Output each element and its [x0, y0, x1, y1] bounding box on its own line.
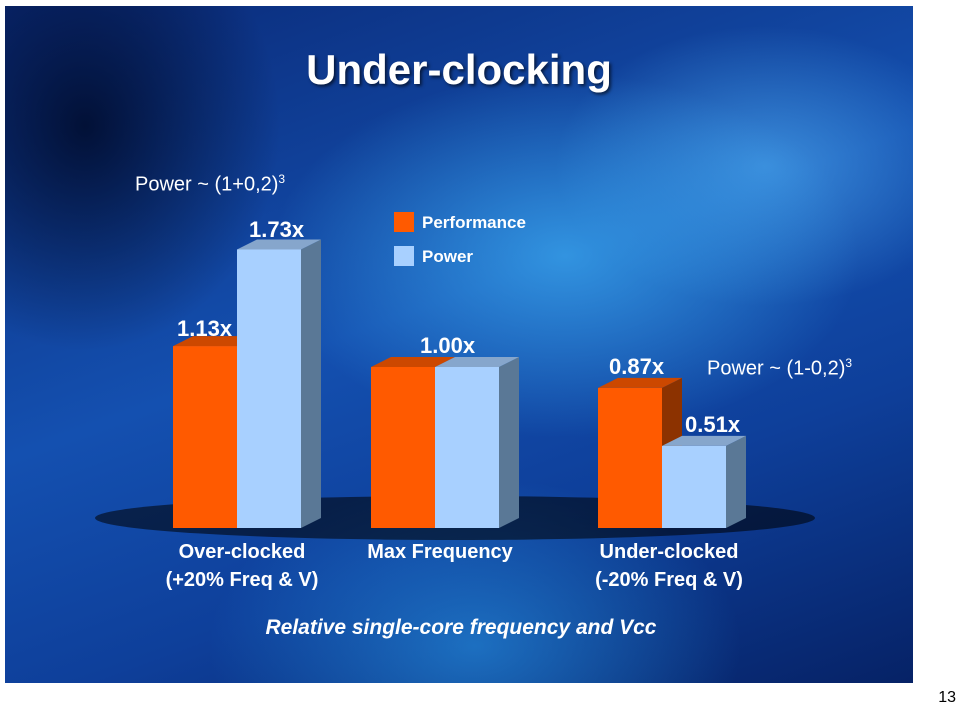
value-label: 0.51x: [685, 412, 741, 437]
bar-side-power-2: [726, 435, 746, 528]
bar-top-performance-0: [173, 336, 257, 347]
category-label: Max Frequency: [367, 541, 513, 563]
category-label: Over-clocked: [179, 541, 306, 563]
bar-top-power-2: [662, 435, 746, 446]
category-label: Under-clocked: [600, 541, 739, 563]
category-label: (-20% Freq & V): [595, 569, 743, 591]
legend-swatch-power: [394, 246, 414, 266]
slide-title: Under-clocking: [306, 46, 612, 93]
legend-swatch-performance: [394, 212, 414, 232]
formula-overclocked-text: Power ~ (1+0,2): [135, 173, 279, 196]
formula-underclocked-exponent: 3: [845, 356, 853, 370]
bar-top-power-1: [435, 357, 519, 367]
value-label: 1.73x: [249, 217, 305, 242]
bar-performance-0: [173, 346, 237, 528]
slide: Under-clocking Power ~ (1+0,2)3 Power ~ …: [5, 6, 913, 683]
formula-underclocked: Power ~ (1-0,2)3: [707, 356, 852, 381]
formula-overclocked-exponent: 3: [278, 172, 286, 186]
value-label: 1.13x: [177, 316, 233, 341]
legend-label-power: Power: [422, 247, 473, 266]
bar-top-performance-2: [598, 377, 682, 388]
value-label: 1.00x: [420, 333, 476, 358]
bar-performance-1: [371, 367, 435, 528]
bar-performance-2: [598, 387, 662, 528]
bar-side-power-1: [499, 357, 519, 528]
formula-overclocked: Power ~ (1+0,2)3: [135, 172, 285, 197]
value-label: 0.87x: [609, 354, 665, 379]
x-axis-label: Relative single-core frequency and Vcc: [266, 616, 657, 639]
bar-top-power-0: [237, 239, 321, 250]
bar-power-2: [662, 445, 726, 528]
bar-power-1: [435, 367, 499, 528]
bar-chart: Performance Power 1.13x 1.73x 1.00x 0.87x 0.51…: [95, 212, 815, 639]
formula-underclocked-text: Power ~ (1-0,2): [707, 357, 846, 380]
bar-side-power-0: [301, 239, 321, 528]
category-label: (+20% Freq & V): [166, 569, 319, 591]
slide-number: 13: [938, 689, 956, 706]
bar-power-0: [237, 249, 301, 528]
bar-top-performance-1: [371, 357, 455, 367]
legend-label-performance: Performance: [422, 213, 526, 232]
